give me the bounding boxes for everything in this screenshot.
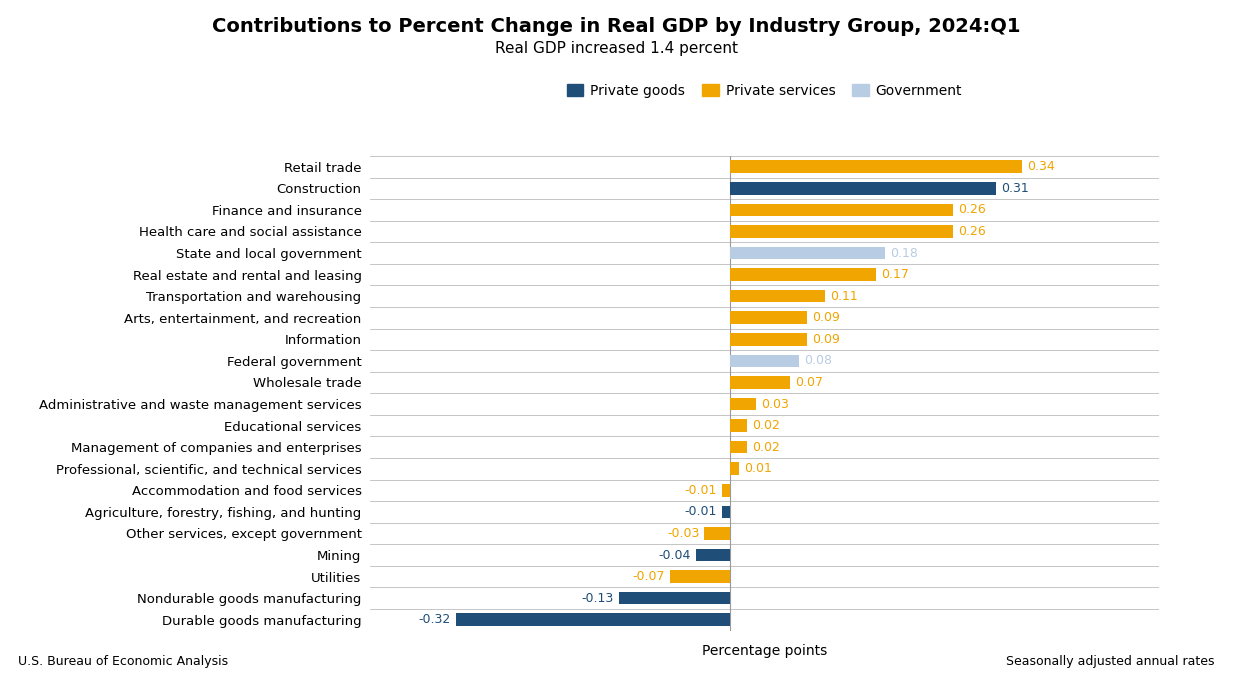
X-axis label: Percentage points: Percentage points xyxy=(702,643,827,658)
Text: 0.02: 0.02 xyxy=(752,419,780,432)
Bar xyxy=(730,247,884,259)
Text: -0.13: -0.13 xyxy=(581,592,614,605)
Text: 0.09: 0.09 xyxy=(813,311,841,324)
Bar xyxy=(730,225,953,238)
Text: 0.01: 0.01 xyxy=(743,462,772,475)
Bar xyxy=(670,570,730,583)
Bar xyxy=(730,419,747,432)
Bar xyxy=(730,355,799,367)
Text: -0.01: -0.01 xyxy=(684,505,716,519)
Text: -0.01: -0.01 xyxy=(684,484,716,497)
Text: -0.03: -0.03 xyxy=(667,527,699,540)
Bar xyxy=(730,441,747,454)
Text: 0.26: 0.26 xyxy=(958,225,986,238)
Text: 0.26: 0.26 xyxy=(958,203,986,216)
Text: 0.11: 0.11 xyxy=(830,290,857,302)
Text: Contributions to Percent Change in Real GDP by Industry Group, 2024:Q1: Contributions to Percent Change in Real … xyxy=(212,17,1021,36)
Text: 0.34: 0.34 xyxy=(1027,160,1054,173)
Bar xyxy=(619,592,730,605)
Bar xyxy=(456,614,730,626)
Bar xyxy=(730,182,996,195)
Bar xyxy=(721,484,730,496)
Text: 0.31: 0.31 xyxy=(1001,182,1030,195)
Bar xyxy=(730,203,953,216)
Text: 0.02: 0.02 xyxy=(752,441,780,454)
Bar xyxy=(730,462,739,475)
Legend: Private goods, Private services, Government: Private goods, Private services, Governm… xyxy=(561,78,968,103)
Bar xyxy=(730,333,808,346)
Bar xyxy=(721,506,730,518)
Bar xyxy=(730,268,875,281)
Bar xyxy=(730,161,1022,173)
Text: -0.04: -0.04 xyxy=(658,549,690,561)
Bar xyxy=(695,549,730,561)
Text: 0.09: 0.09 xyxy=(813,333,841,346)
Text: -0.07: -0.07 xyxy=(633,570,665,583)
Text: 0.03: 0.03 xyxy=(761,397,789,410)
Bar xyxy=(730,376,790,388)
Text: 0.17: 0.17 xyxy=(882,268,909,281)
Bar xyxy=(730,311,808,324)
Bar xyxy=(704,527,730,540)
Bar xyxy=(730,398,756,410)
Text: 0.08: 0.08 xyxy=(804,355,832,367)
Text: 0.07: 0.07 xyxy=(795,376,824,389)
Text: Seasonally adjusted annual rates: Seasonally adjusted annual rates xyxy=(1006,655,1215,668)
Text: 0.18: 0.18 xyxy=(890,247,917,260)
Text: -0.32: -0.32 xyxy=(418,614,450,626)
Text: Real GDP increased 1.4 percent: Real GDP increased 1.4 percent xyxy=(494,41,739,56)
Text: U.S. Bureau of Economic Analysis: U.S. Bureau of Economic Analysis xyxy=(18,655,228,668)
Bar xyxy=(730,290,825,302)
